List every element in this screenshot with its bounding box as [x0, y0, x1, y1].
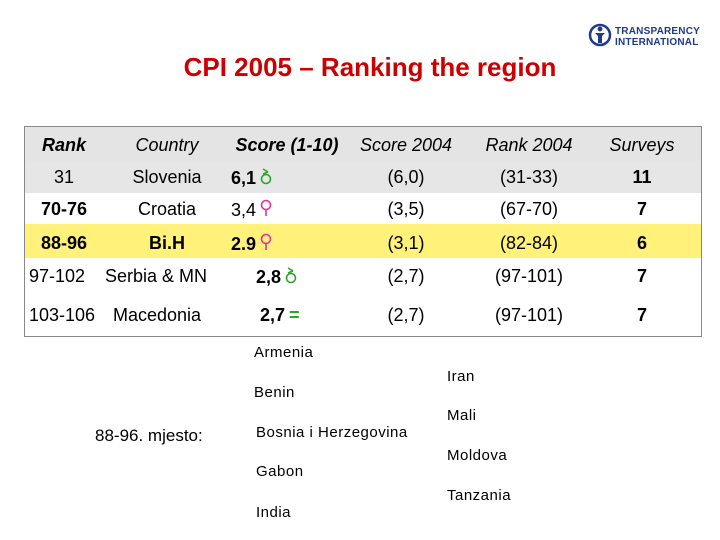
- trend-down-icon: [260, 233, 272, 250]
- cell-score-2004: (6,0): [387, 167, 425, 187]
- list-item: Armenia: [254, 344, 314, 361]
- row-band-croatia: [25, 193, 701, 224]
- list-item: Benin: [254, 384, 295, 401]
- cell-country: Slovenia: [132, 167, 202, 187]
- list-item: Gabon: [256, 463, 304, 480]
- list-item: Tanzania: [447, 487, 512, 504]
- list-item: Iran: [447, 368, 475, 385]
- cell-score-2004: (3,1): [387, 233, 425, 253]
- table-header-band: [25, 127, 701, 161]
- shared-rank-label: 88-96. mjesto:: [95, 426, 203, 445]
- cell-rank-2004: (67-70): [499, 199, 559, 219]
- score-value: 6,1: [231, 168, 257, 188]
- header-surveys: Surveys: [609, 135, 675, 155]
- list-item: India: [256, 504, 292, 521]
- globe-figure-icon: [588, 23, 612, 47]
- cell-rank-2004: (97-101): [494, 305, 564, 325]
- cell-rank-2004: (31-33): [499, 167, 559, 187]
- cell-rank: 88-96: [40, 233, 88, 253]
- cell-surveys: 7: [636, 266, 648, 286]
- cell-surveys: 7: [636, 199, 648, 219]
- header-rank-2004: Rank 2004: [485, 135, 573, 155]
- list-item: Mali: [447, 407, 477, 424]
- cell-score: 2,7 =: [260, 305, 300, 325]
- cell-score-2004: (2,7): [387, 305, 425, 325]
- score-value: 2.9: [231, 234, 257, 254]
- cell-score: 3,4: [231, 199, 273, 220]
- cell-score-2004: (2,7): [387, 266, 425, 286]
- cell-score: 2.9: [231, 233, 273, 254]
- header-score: Score (1-10): [235, 135, 339, 155]
- cell-country: Bi.H: [149, 233, 185, 253]
- trend-down-icon: [260, 199, 272, 216]
- ranking-table: Rank Country Score (1-10) Score 2004 Ran…: [24, 126, 702, 337]
- list-item: Bosnia i Herzegovina: [256, 424, 408, 441]
- row-band-slovenia: [25, 161, 701, 193]
- cell-rank: 97-102: [29, 266, 86, 286]
- logo-line-1: TRANSPARENCY: [615, 26, 700, 37]
- cell-rank: 103-106: [29, 305, 96, 325]
- cell-score: 6,1: [231, 167, 273, 188]
- row-band-bih-highlight: [25, 224, 701, 258]
- trend-same-icon: =: [289, 305, 300, 325]
- list-item: Moldova: [447, 447, 508, 464]
- score-value: 2,7: [260, 305, 286, 325]
- score-value: 2,8: [256, 267, 282, 287]
- row-band-rest: [25, 258, 701, 336]
- logo-line-2: INTERNATIONAL: [615, 37, 699, 48]
- score-value: 3,4: [231, 200, 257, 220]
- cell-surveys: 7: [636, 305, 648, 325]
- cell-rank-2004: (97-101): [494, 266, 564, 286]
- cell-surveys: 11: [632, 167, 652, 187]
- transparency-international-logo: TRANSPARENCY INTERNATIONAL: [588, 22, 712, 52]
- cell-score: 2,8: [256, 266, 298, 287]
- cell-surveys: 6: [636, 233, 648, 253]
- header-country: Country: [135, 135, 199, 155]
- cell-country: Macedonia: [113, 305, 202, 325]
- cell-rank: 31: [53, 167, 75, 187]
- trend-up-icon: [285, 267, 297, 284]
- slide-title: CPI 2005 – Ranking the region: [183, 52, 557, 82]
- cell-rank-2004: (82-84): [499, 233, 559, 253]
- cell-country: Croatia: [137, 199, 197, 219]
- cell-score-2004: (3,5): [387, 199, 425, 219]
- header-score-2004: Score 2004: [359, 135, 453, 155]
- cell-rank: 70-76: [40, 199, 88, 219]
- header-rank: Rank: [41, 135, 87, 155]
- cell-country: Serbia & MN: [105, 266, 208, 286]
- trend-up-icon: [260, 168, 272, 185]
